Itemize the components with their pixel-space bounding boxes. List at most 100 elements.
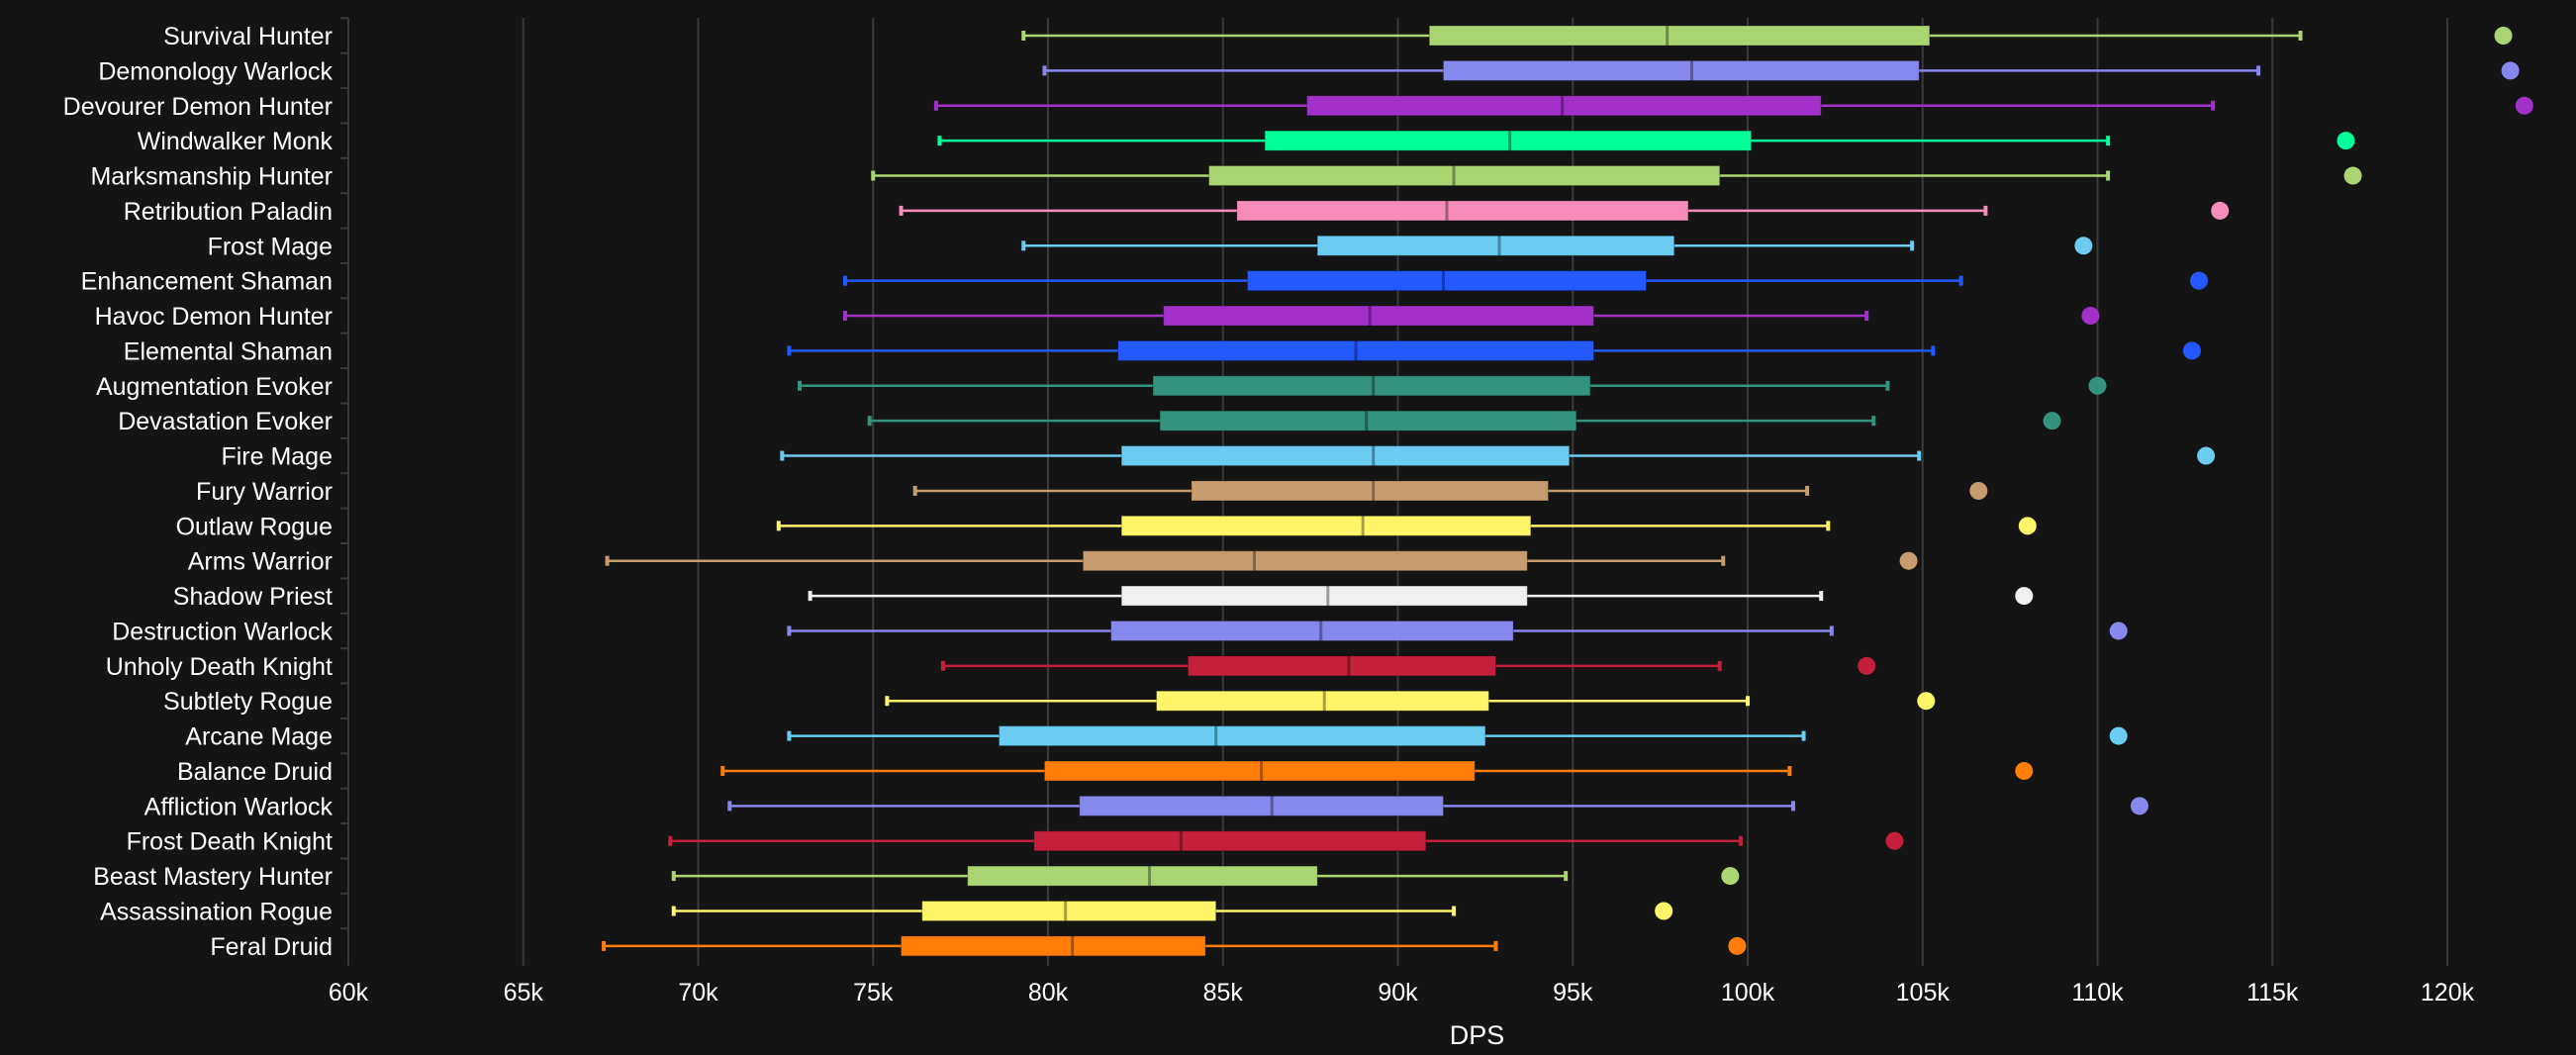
box-retribution-paladin: [899, 200, 2230, 222]
y-tick-label: Arcane Mage: [185, 723, 333, 751]
iqr-box: [1163, 305, 1594, 327]
outlier-point: [2343, 166, 2362, 185]
box-unholy-death-knight: [940, 655, 1876, 677]
iqr-box: [1043, 760, 1476, 782]
x-tick-label: 95k: [1553, 979, 1593, 1007]
box-outlaw-rogue: [776, 515, 2037, 536]
box-feral-druid: [602, 935, 1747, 957]
y-tick-label: Enhancement Shaman: [81, 268, 333, 296]
iqr-box: [1264, 130, 1753, 151]
x-tick-label: 80k: [1028, 979, 1069, 1007]
box-fire-mage: [780, 445, 2216, 467]
y-axis: Survival Hunter Demonology Warlock Devoure…: [63, 17, 349, 966]
y-tick-label: Frost Mage: [208, 233, 333, 260]
outlier-point: [2081, 307, 2100, 326]
outlier-point: [2182, 341, 2201, 360]
x-tick-label: 115k: [2246, 979, 2299, 1007]
box-frost-death-knight: [668, 830, 1904, 852]
y-tick-label: Augmentation Evoker: [96, 373, 333, 401]
y-tick-label: Retribution Paladin: [124, 198, 333, 226]
iqr-box: [1159, 410, 1577, 432]
box-enhancement-shaman: [842, 270, 2209, 292]
y-tick-label: Balance Druid: [177, 758, 333, 786]
iqr-box: [967, 865, 1318, 887]
outlier-point: [2074, 237, 2093, 255]
y-tick-label: Assassination Rogue: [100, 899, 333, 926]
box-destruction-warlock: [787, 620, 2128, 641]
y-tick-label: Fire Mage: [221, 443, 333, 471]
x-tick-label: 75k: [853, 979, 894, 1007]
iqr-box: [1306, 95, 1822, 117]
box-elemental-shaman: [787, 339, 2201, 361]
x-axis-label: DPS: [1450, 1020, 1505, 1050]
iqr-box: [1120, 515, 1532, 536]
outlier-point: [1721, 867, 1740, 886]
box-beast-mastery-hunter: [671, 865, 1740, 887]
box-augmentation-evoker: [798, 375, 2107, 397]
y-tick-label: Beast Mastery Hunter: [93, 863, 333, 891]
box-shadow-priest: [808, 585, 2034, 607]
box-frost-mage: [1021, 235, 2093, 256]
outlier-point: [2109, 726, 2128, 745]
iqr-box: [1120, 445, 1571, 467]
outlier-point: [1655, 902, 1673, 920]
y-tick-label: Subtlety Rogue: [163, 688, 333, 716]
box-havoc-demon-hunter: [842, 305, 2100, 327]
box-subtlety-rogue: [885, 690, 1936, 712]
iqr-box: [1110, 620, 1514, 641]
box-series: [602, 25, 2533, 957]
outlier-point: [2130, 797, 2148, 815]
y-tick-label: Devourer Demon Hunter: [63, 93, 333, 121]
box-windwalker-monk: [937, 130, 2355, 151]
outlier-point: [2190, 271, 2209, 290]
iqr-box: [901, 935, 1206, 957]
outlier-point: [2015, 761, 2034, 780]
outlier-point: [1969, 481, 1988, 500]
x-tick-label: 60k: [329, 979, 369, 1007]
box-marksmanship-hunter: [871, 165, 2362, 187]
iqr-box: [921, 901, 1217, 921]
outlier-point: [2197, 446, 2216, 465]
iqr-box: [1236, 200, 1689, 222]
iqr-box: [1316, 235, 1675, 256]
y-tick-label: Affliction Warlock: [144, 793, 334, 820]
box-arcane-mage: [787, 725, 2128, 747]
iqr-box: [1191, 480, 1550, 502]
iqr-box: [999, 725, 1486, 747]
outlier-point: [2337, 132, 2355, 150]
iqr-box: [1120, 585, 1528, 607]
outlier-point: [1728, 936, 1747, 955]
outlier-point: [1885, 831, 1904, 850]
y-tick-label: Outlaw Rogue: [176, 513, 333, 540]
box-devourer-demon-hunter: [933, 95, 2533, 117]
outlier-point: [2494, 27, 2513, 45]
y-tick-label: Elemental Shaman: [124, 337, 333, 365]
iqr-box: [1152, 375, 1591, 397]
outlier-point: [2211, 201, 2230, 220]
box-arms-warrior: [605, 550, 1918, 572]
outlier-point: [2501, 61, 2520, 80]
y-tick-label: Survival Hunter: [163, 23, 333, 50]
box-fury-warrior: [912, 480, 1988, 502]
iqr-box: [1246, 270, 1647, 292]
y-tick-label: Devastation Evoker: [118, 408, 333, 435]
outlier-point: [2015, 587, 2034, 606]
x-tick-label: 110k: [2071, 979, 2124, 1007]
y-tick-label: Unholy Death Knight: [106, 653, 333, 681]
y-tick-label: Fury Warrior: [196, 478, 333, 506]
y-tick-label: Havoc Demon Hunter: [95, 303, 333, 331]
iqr-box: [1428, 25, 1931, 47]
outlier-point: [1917, 692, 1936, 711]
y-tick-label: Windwalker Monk: [138, 128, 334, 155]
outlier-point: [2109, 622, 2128, 640]
x-tick-label: 90k: [1378, 979, 1418, 1007]
box-devastation-evoker: [867, 410, 2061, 432]
outlier-point: [2018, 517, 2037, 535]
y-tick-label: Destruction Warlock: [112, 618, 333, 645]
box-balance-druid: [720, 760, 2034, 782]
iqr-box: [1208, 165, 1721, 187]
y-tick-label: Arms Warrior: [188, 548, 333, 576]
box-demonology-warlock: [1042, 59, 2520, 81]
box-survival-hunter: [1021, 25, 2513, 47]
